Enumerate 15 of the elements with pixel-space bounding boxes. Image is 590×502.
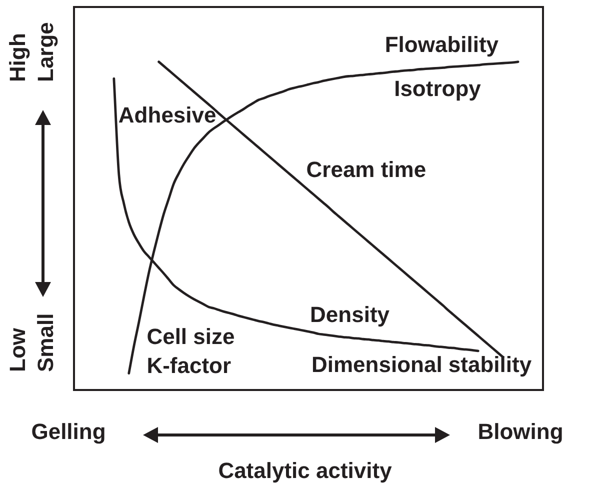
text: Flowability: [384, 32, 500, 58]
annotation: Adhesive: [118, 102, 216, 128]
text: Blowing: [478, 419, 564, 444]
text: Large: [33, 22, 58, 82]
text: High: [5, 33, 30, 82]
annotation: K-factor: [146, 353, 232, 378]
text: Low: [5, 327, 30, 372]
annotation: Isotropy: [394, 76, 482, 102]
annotation: Cream time: [306, 156, 426, 182]
text: Small: [33, 313, 58, 372]
annotation: Cell size: [146, 324, 235, 349]
x-axis-title: Catalytic activity: [218, 458, 393, 484]
annotation: Dimensional stability: [312, 352, 532, 377]
text: Gelling: [31, 419, 106, 444]
annotation: Density: [310, 302, 390, 328]
